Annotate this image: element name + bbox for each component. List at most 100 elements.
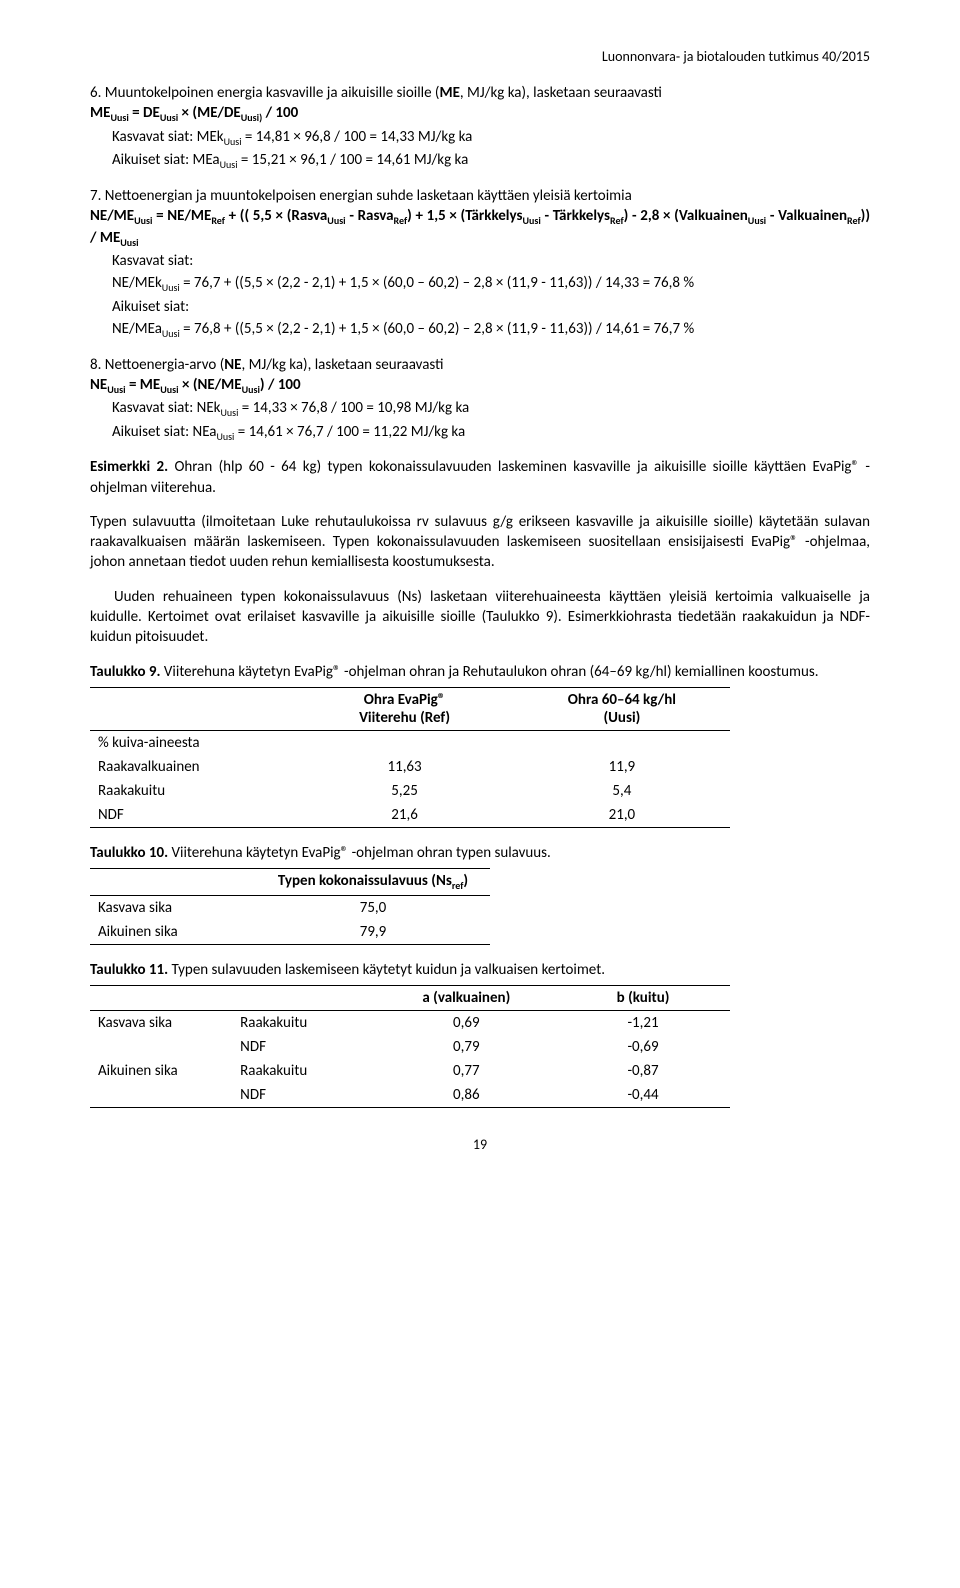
s7-a-line: NE/MEaUusi = 76,8 + ((5,5 × (2,2 - 2,1) … [112,319,870,341]
t10-title: Taulukko 10. Viiterehuna käytetyn EvaPig… [90,844,870,862]
s8-f3s: Uusi [242,383,260,396]
s7-f3: + (( 5,5 × (Rasva [225,207,327,225]
t11-r3n: Raakakuitu [232,1059,376,1083]
s8-formula: NEUusi = MEUusi × (NE/MEUusi) / 100 [90,376,301,394]
s7-f1s: Uusi [134,214,152,227]
t11-header-row: a (valkuainen) b (kuitu) [90,986,730,1011]
t9-rowhead: % kuiva-aineesta [90,731,730,756]
s8-k: Kasvavat siat: NEkUusi = 14,33 × 76,8 / … [112,398,870,420]
s7-f4: - Rasva [346,207,394,225]
table-11: a (valkuainen) b (kuitu) Kasvava sika Ra… [90,985,730,1108]
t11-r2a: 0,79 [377,1035,557,1059]
table-row: NDF 0,86 -0,44 [90,1083,730,1108]
table-row: Raakakuitu 5,25 5,4 [90,779,730,803]
s7-f7: ) - 2,8 × (Valkuainen [624,207,748,225]
page-number: 19 [90,1136,870,1153]
s6-a-rest: = 15,21 × 96,1 / 100 = 14,61 MJ/kg ka [238,151,469,169]
t9-rh: % kuiva-aineesta [90,731,295,756]
t9-c1b: Viiterehu (Ref) [359,709,450,727]
t9-r2a: 5,25 [295,779,513,803]
s8-k-label: Kasvavat siat: NEk [112,399,221,417]
t10-title-rest: Viiterehuna käytetyn EvaPig® -ohjelman o… [168,844,551,862]
t9-r1a: 11,63 [295,755,513,779]
s6-a-sub: Uusi [220,158,238,171]
s8-f3: × (NE/ME [179,376,242,394]
paragraph-1: Typen sulavuutta (ilmoitetaan Luke rehut… [90,512,870,573]
t11-r1n: Raakakuitu [232,1011,376,1036]
s8-k-sub: Uusi [221,406,239,419]
table-row: Aikuinen sika 79,9 [90,920,490,945]
s8-a-label: Aikuiset siat: NEa [112,423,216,441]
t10-title-bold: Taulukko 10. [90,844,168,862]
s6-me: ME [439,84,459,102]
t10-c1: Typen kokonaissulavuus (Ns [278,872,452,890]
s7-f6s: Ref [610,214,624,227]
table-row: Aikuinen sika Raakakuitu 0,77 -0,87 [90,1059,730,1083]
s7-a-l1: NE/MEa [112,320,162,338]
s7-a-label: Aikuiset siat: [112,297,870,317]
s6-kasvavat: Kasvavat siat: MEkUusi = 14,81 × 96,8 / … [112,127,870,149]
table-row: Kasvava sika 75,0 [90,896,490,921]
t11-r1a: 0,69 [377,1011,557,1036]
s7-f2: = NE/ME [152,207,211,225]
s7-k-line: NE/MEkUusi = 76,7 + ((5,5 × (2,2 - 2,1) … [112,273,870,295]
t9-col1: Ohra EvaPig® Viiterehu (Ref) [295,688,513,731]
t10-c1t: ) [463,872,468,890]
s7-f2s: Ref [211,214,225,227]
s8-k-rest: = 14,33 × 76,8 / 100 = 10,98 MJ/kg ka [238,399,469,417]
t11-title-rest: Typen sulavuuden laskemiseen käytetyt ku… [168,961,605,979]
t10-r2a: 79,9 [256,920,490,945]
t11-r3b: -0,87 [556,1059,730,1083]
t10-r2: Aikuinen sika [90,920,256,945]
t9-title-rest: Viiterehuna käytetyn EvaPig® -ohjelman o… [161,663,819,681]
s6-indent: Kasvavat siat: MEkUusi = 14,81 × 96,8 / … [112,127,870,172]
t9-c1a: Ohra EvaPig® [364,691,446,709]
s8-f2: = ME [126,376,161,394]
s6-f-b-sub: Uusi) [241,111,262,124]
s7-f8s: Ref [847,214,861,227]
s8-f4: ) / 100 [260,376,301,394]
s8-f1: NE [90,376,107,394]
s7-f5: ) + 1,5 × (Tärkkelys [407,207,522,225]
s7-a-l1r: = 76,8 + ((5,5 × (2,2 - 2,1) + 1,5 × (60… [180,320,694,338]
page-container: Luonnonvara- ja biotalouden tutkimus 40/… [0,0,960,1193]
running-header: Luonnonvara- ja biotalouden tutkimus 40/… [90,48,870,65]
table-row: Raakavalkuainen 11,63 11,9 [90,755,730,779]
s6-a-label: Aikuiset siat: MEa [112,151,220,169]
t11-r4b: -0,44 [556,1083,730,1108]
table-row: NDF 0,79 -0,69 [90,1035,730,1059]
s6-f-eq: = DE [129,104,160,122]
s6-k-rest: = 14,81 × 96,8 / 100 = 14,33 MJ/kg ka [242,128,473,146]
s7-k-l1: NE/MEk [112,274,162,292]
t11-r3g: Aikuinen sika [90,1059,232,1083]
s7-lead: 7. Nettoenergian ja muuntokelpoisen ener… [90,187,632,205]
s8-lead-tail: , MJ/kg ka), lasketaan seuraavasti [241,356,443,374]
table-10: Typen kokonaissulavuus (Nsref) Kasvava s… [90,868,490,945]
esim2-title: Esimerkki 2. [90,458,168,476]
s7-f8: - Valkuainen [766,207,847,225]
t11-title-bold: Taulukko 11. [90,961,168,979]
s7-a-l1s: Uusi [162,327,180,340]
s6-f-c: / 100 [262,104,298,122]
s7-f9s: Uusi [120,236,138,249]
s7-k-l1r: = 76,7 + ((5,5 × (2,2 - 2,1) + 1,5 × (60… [180,274,694,292]
s7-f5s: Uusi [522,214,540,227]
paragraph-2: Uuden rehuaineen typen kokonaissulavuus … [90,587,870,648]
s8-a-rest: = 14,61 × 76,7 / 100 = 11,22 MJ/kg ka [234,423,465,441]
esimerkki-2: Esimerkki 2. Ohran (hlp 60 - 64 kg) type… [90,457,870,498]
s8-a: Aikuiset siat: NEaUusi = 14,61 × 76,7 / … [112,422,870,444]
s6-f-a-sub: Uusi [110,111,128,124]
t11-r1g: Kasvava sika [90,1011,232,1036]
t11-r4a: 0,86 [377,1083,557,1108]
t9-r3b: 21,0 [514,803,730,828]
section-7: 7. Nettoenergian ja muuntokelpoisen ener… [90,186,870,341]
s7-f3s: Uusi [327,214,345,227]
s7-k-label: Kasvavat siat: [112,251,870,271]
table-9: Ohra EvaPig® Viiterehu (Ref) Ohra 60–64 … [90,687,730,828]
t9-r3: NDF [90,803,295,828]
t11-r1b: -1,21 [556,1011,730,1036]
t10-c1s: ref [452,879,464,892]
t9-title: Taulukko 9. Viiterehuna käytetyn EvaPig®… [90,663,870,681]
t9-col2: Ohra 60–64 kg/hl (Uusi) [514,688,730,731]
s6-k-sub: Uusi [224,135,242,148]
